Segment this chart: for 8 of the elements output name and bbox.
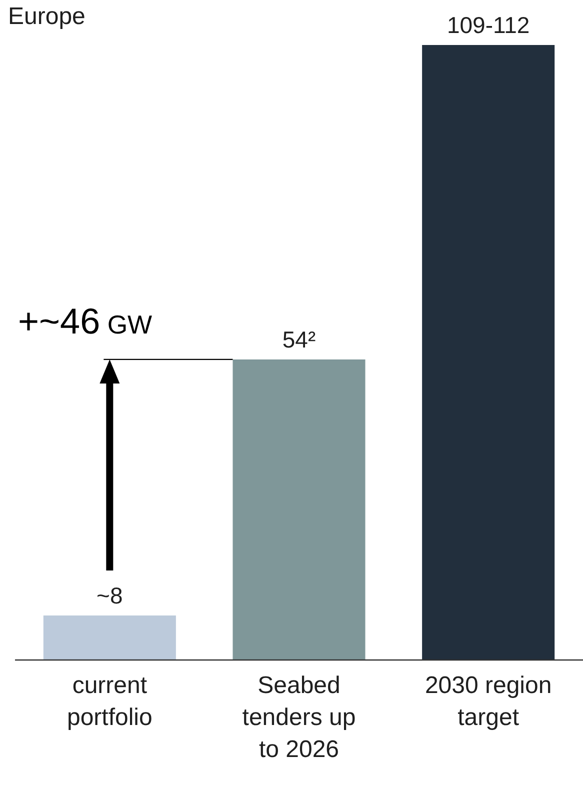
chart-title: Europe: [8, 3, 86, 30]
data-label: 54²: [282, 326, 316, 352]
data-label: 109-112: [446, 12, 530, 38]
x-tick-label: current portfolio: [66, 672, 152, 731]
annotation: +~46 GW: [18, 300, 153, 342]
x-tick-label: 2030 region target: [424, 672, 552, 731]
x-tick-label: Seabed tenders up to 2026: [242, 672, 356, 763]
data-label: ~8: [96, 582, 123, 608]
